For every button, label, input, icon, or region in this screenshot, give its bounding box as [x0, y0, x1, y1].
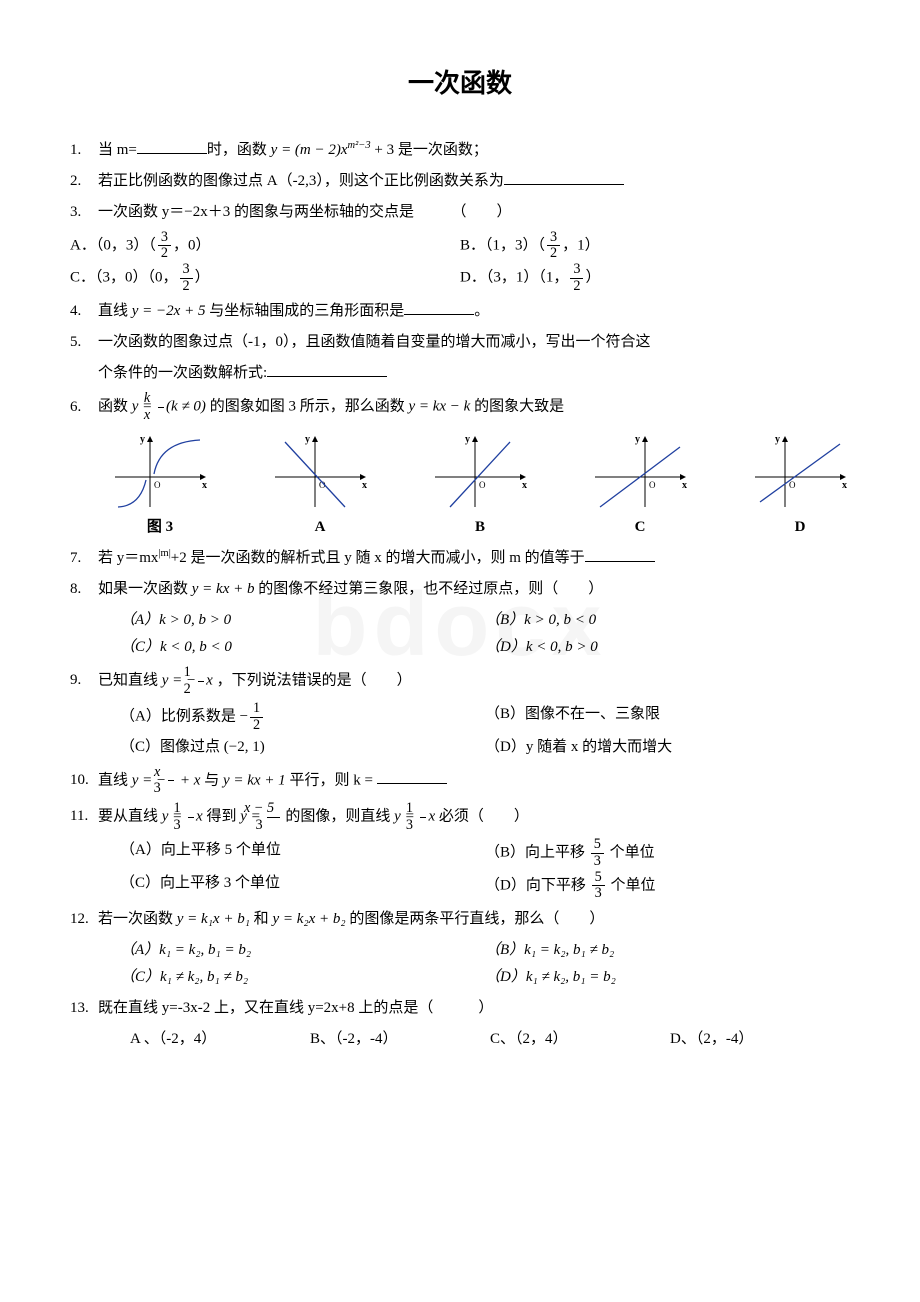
q11-options: （C）向上平移 3 个单位 （D）向下平移 53 个单位: [70, 870, 850, 902]
option-d: （D）k < 0, b > 0: [485, 634, 850, 661]
blank: [137, 138, 207, 154]
option-b: B．（1，3）（32，1）: [460, 230, 850, 262]
q8-options: （A）k > 0, b > 0 （B）k > 0, b < 0: [70, 607, 850, 634]
qnum: 7.: [70, 545, 98, 572]
qnum: 4.: [70, 298, 98, 325]
qnum: 8.: [70, 576, 98, 603]
option-d: （D）向下平移 53 个单位: [485, 870, 850, 902]
svg-text:O: O: [649, 480, 656, 490]
svg-text:O: O: [154, 480, 161, 490]
option-b: （B）向上平移 53 个单位: [485, 837, 850, 869]
question-4: 4.直线 y = −2x + 5 与坐标轴围成的三角形面积是。: [70, 298, 850, 325]
svg-text:y: y: [305, 434, 310, 445]
blank: [585, 546, 655, 562]
svg-text:O: O: [479, 480, 486, 490]
q9-options: （A）比例系数是 −12 （B）图像不在一、三象限: [70, 701, 850, 733]
blank: [504, 169, 624, 185]
qnum: 1.: [70, 137, 98, 164]
option-a: （A）比例系数是 −12: [120, 701, 485, 733]
question-6: 6.函数 y = kx(k ≠ 0) 的图象如图 3 所示，那么函数 y = k…: [70, 391, 850, 423]
svg-text:x: x: [682, 480, 687, 491]
qnum: 13.: [70, 995, 98, 1022]
option-d: D．（3，1）（1，32）: [460, 262, 850, 294]
option-a: （A）k₁ = k₂, b₁ = b₂: [120, 937, 485, 964]
q9-options: （C）图像过点 (−2, 1) （D）y 随着 x 的增大而增大: [70, 734, 850, 761]
option-c: （C）向上平移 3 个单位: [120, 870, 485, 902]
q12-options: （C）k₁ ≠ k₂, b₁ ≠ b₂ （D）k₁ ≠ k₂, b₁ = b₂: [70, 964, 850, 991]
qnum: 5.: [70, 329, 98, 356]
graph-b: x y O B: [430, 432, 530, 541]
question-13: 13.既在直线 y=-3x-2 上，又在直线 y=2x+8 上的点是（ ）: [70, 995, 850, 1022]
q12-options: （A）k₁ = k₂, b₁ = b₂ （B）k₁ = k₂, b₁ ≠ b₂: [70, 937, 850, 964]
svg-text:y: y: [465, 434, 470, 445]
option-a: A 、（-2，4）: [130, 1026, 310, 1053]
option-d: （D）y 随着 x 的增大而增大: [485, 734, 850, 761]
q13-options: A 、（-2，4） B、（-2，-4） C、（2，4） D、（2，-4）: [70, 1026, 850, 1053]
option-b: B、（-2，-4）: [310, 1026, 490, 1053]
qnum: 12.: [70, 906, 98, 933]
qnum: 9.: [70, 667, 98, 694]
svg-text:y: y: [775, 434, 780, 445]
question-5: 5.一次函数的图象过点（-1，0），且函数值随着自变量的增大而减小，写出一个符合…: [70, 329, 850, 356]
option-c: C、（2，4）: [490, 1026, 670, 1053]
option-c: C．（3，0）（0，32）: [70, 262, 460, 294]
q8-options: （C）k < 0, b < 0 （D）k < 0, b > 0: [70, 634, 850, 661]
graph-row: x y O 图 3 x y O A x y O B: [110, 432, 850, 541]
qnum: 2.: [70, 168, 98, 195]
qnum: 10.: [70, 767, 98, 794]
option-c: （C）图像过点 (−2, 1): [120, 734, 485, 761]
qnum: 11.: [70, 803, 98, 830]
svg-text:x: x: [202, 480, 207, 491]
option-a: A．（0，3）（32，0）: [70, 230, 460, 262]
option-b: （B）图像不在一、三象限: [485, 701, 850, 733]
question-7: 7.若 y＝mx|m|+2 是一次函数的解析式且 y 随 x 的增大而减小，则 …: [70, 545, 850, 572]
option-a: （A）向上平移 5 个单位: [120, 837, 485, 869]
option-c: （C）k₁ ≠ k₂, b₁ ≠ b₂: [120, 964, 485, 991]
question-10: 10.直线 y = −x3 + x 与 y = kx + 1 平行，则 k =: [70, 765, 850, 797]
question-3: 3.一次函数 y＝−2x＋3 的图象与两坐标轴的交点是 （ ）: [70, 199, 850, 226]
question-1: 1.当 m=时，函数 y = (m − 2)xm²−3 + 3 是一次函数；: [70, 137, 850, 164]
page-title: 一次函数: [70, 60, 850, 107]
question-9: 9.已知直线 y = −12x ，下列说法错误的是（ ）: [70, 665, 850, 697]
option-b: （B）k₁ = k₂, b₁ ≠ b₂: [485, 937, 850, 964]
graph-fig3: x y O 图 3: [110, 432, 210, 541]
question-12: 12.若一次函数 y = k₁x + b₁ 和 y = k₂x + b₂ 的图像…: [70, 906, 850, 933]
blank: [267, 361, 387, 377]
option-b: （B）k > 0, b < 0: [485, 607, 850, 634]
question-11: 11.要从直线 y = 13x 得到 y = x − 53 的图像，则直线 y …: [70, 801, 850, 833]
question-8: 8.如果一次函数 y = kx + b 的图像不经过第三象限，也不经过原点，则（…: [70, 576, 850, 603]
blank: [377, 768, 447, 784]
svg-text:x: x: [362, 480, 367, 491]
graph-d: x y O D: [750, 432, 850, 541]
option-c: （C）k < 0, b < 0: [120, 634, 485, 661]
blank: [404, 299, 474, 315]
question-5-cont: 个条件的一次函数解析式:: [70, 360, 850, 387]
svg-text:y: y: [635, 434, 640, 445]
svg-text:O: O: [789, 480, 796, 490]
svg-text:x: x: [842, 480, 847, 491]
graph-c: x y O C: [590, 432, 690, 541]
q11-options: （A）向上平移 5 个单位 （B）向上平移 53 个单位: [70, 837, 850, 869]
question-2: 2.若正比例函数的图像过点 A（-2,3），则这个正比例函数关系为: [70, 168, 850, 195]
option-a: （A）k > 0, b > 0: [120, 607, 485, 634]
svg-text:y: y: [140, 434, 145, 445]
option-d: （D）k₁ ≠ k₂, b₁ = b₂: [485, 964, 850, 991]
graph-a: x y O A: [270, 432, 370, 541]
svg-text:x: x: [522, 480, 527, 491]
option-d: D、（2，-4）: [670, 1026, 850, 1053]
qnum: 3.: [70, 199, 98, 226]
qnum: 6.: [70, 394, 98, 421]
